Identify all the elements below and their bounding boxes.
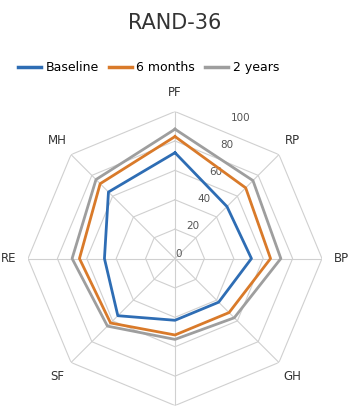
Text: RAND-36: RAND-36	[128, 13, 222, 33]
Legend: Baseline, 6 months, 2 years: Baseline, 6 months, 2 years	[13, 56, 284, 79]
